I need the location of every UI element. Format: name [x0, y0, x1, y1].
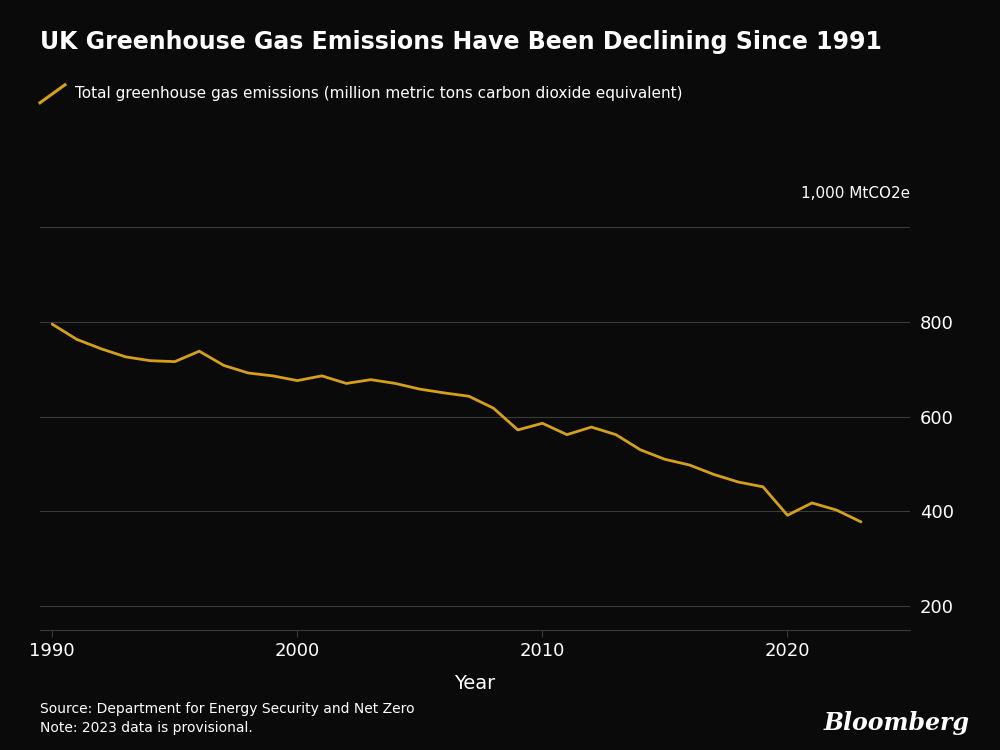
- Text: Total greenhouse gas emissions (million metric tons carbon dioxide equivalent): Total greenhouse gas emissions (million …: [75, 86, 682, 101]
- Text: Bloomberg: Bloomberg: [824, 711, 970, 735]
- Text: 1,000 MtCO2e: 1,000 MtCO2e: [801, 186, 910, 201]
- Text: Source: Department for Energy Security and Net Zero
Note: 2023 data is provision: Source: Department for Energy Security a…: [40, 701, 415, 735]
- X-axis label: Year: Year: [454, 674, 496, 693]
- Text: UK Greenhouse Gas Emissions Have Been Declining Since 1991: UK Greenhouse Gas Emissions Have Been De…: [40, 30, 882, 54]
